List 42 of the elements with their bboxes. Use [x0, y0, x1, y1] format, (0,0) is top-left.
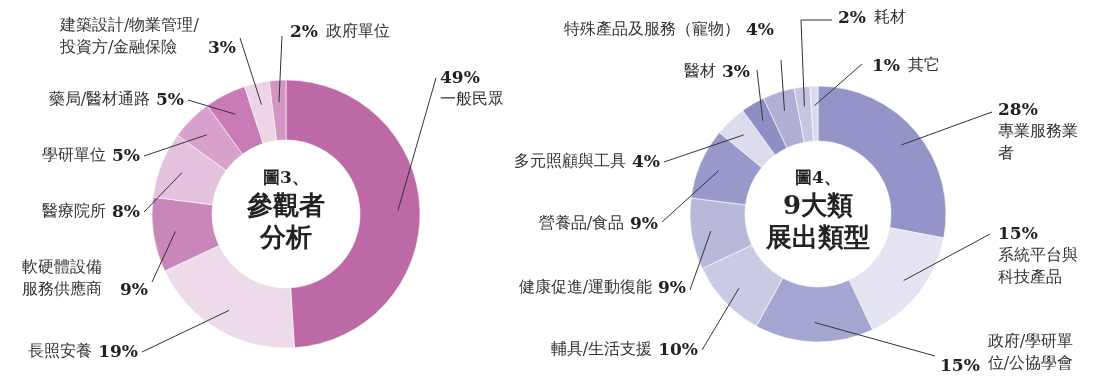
data-label: 9% — [658, 276, 686, 298]
data-label: 9% — [630, 212, 658, 234]
data-label: 2% — [838, 6, 866, 28]
data-label: 5% — [156, 88, 184, 110]
slice-label: 學研單位 — [42, 144, 107, 166]
data-label: 3% — [722, 60, 750, 82]
slice-label: 軟硬體設備服務供應商 — [22, 256, 103, 300]
slice-label: 醫材 — [684, 60, 717, 82]
slice-label: 營養品/食品 — [538, 212, 625, 234]
data-label: 15% — [998, 222, 1039, 244]
data-label: 10% — [658, 338, 698, 360]
data-label: 15% — [940, 354, 980, 376]
text: 圖4、 — [794, 166, 842, 189]
text: 9大類展出類型 — [765, 189, 871, 253]
data-label: 8% — [112, 200, 140, 222]
data-label: 4% — [632, 150, 660, 172]
slice-label: 特殊產品及服務（寵物） — [564, 18, 741, 40]
slice-label: 長照安養 — [28, 340, 93, 362]
slice-label: 多元照顧與工具 — [514, 150, 627, 172]
data-label: 1% — [872, 54, 900, 76]
slice-label: 政府/學研單位/公協學會 — [987, 330, 1075, 374]
text: 圖3、 — [262, 166, 310, 189]
data-label: 28% — [998, 98, 1039, 120]
data-label: 2% — [290, 20, 318, 42]
data-label: 3% — [208, 36, 236, 58]
slice-label: 建築設計/物業管理/投資方/金融保險 — [60, 14, 200, 58]
data-label: 9% — [120, 278, 148, 300]
slice-label: 專業服務業者 — [998, 120, 1079, 164]
slice-label: 醫療院所 — [42, 200, 107, 222]
text: 參觀者分析 — [246, 189, 326, 253]
data-label: 49% — [440, 66, 481, 88]
data-label: 5% — [112, 144, 140, 166]
slice-label: 藥局/醫材通路 — [48, 88, 151, 110]
data-label: 19% — [98, 340, 138, 362]
slice-label: 政府單位 — [325, 20, 390, 42]
slice-label: 其它 — [907, 54, 940, 76]
slice-label: 健康促進/運動復能 — [518, 276, 653, 298]
data-label: 4% — [746, 18, 774, 40]
slice-label: 輔具/生活支援 — [550, 338, 653, 360]
slice-label: 一般民眾 — [440, 88, 505, 110]
slice-label: 耗材 — [873, 6, 906, 28]
slice-label: 系統平台與科技產品 — [998, 244, 1079, 288]
